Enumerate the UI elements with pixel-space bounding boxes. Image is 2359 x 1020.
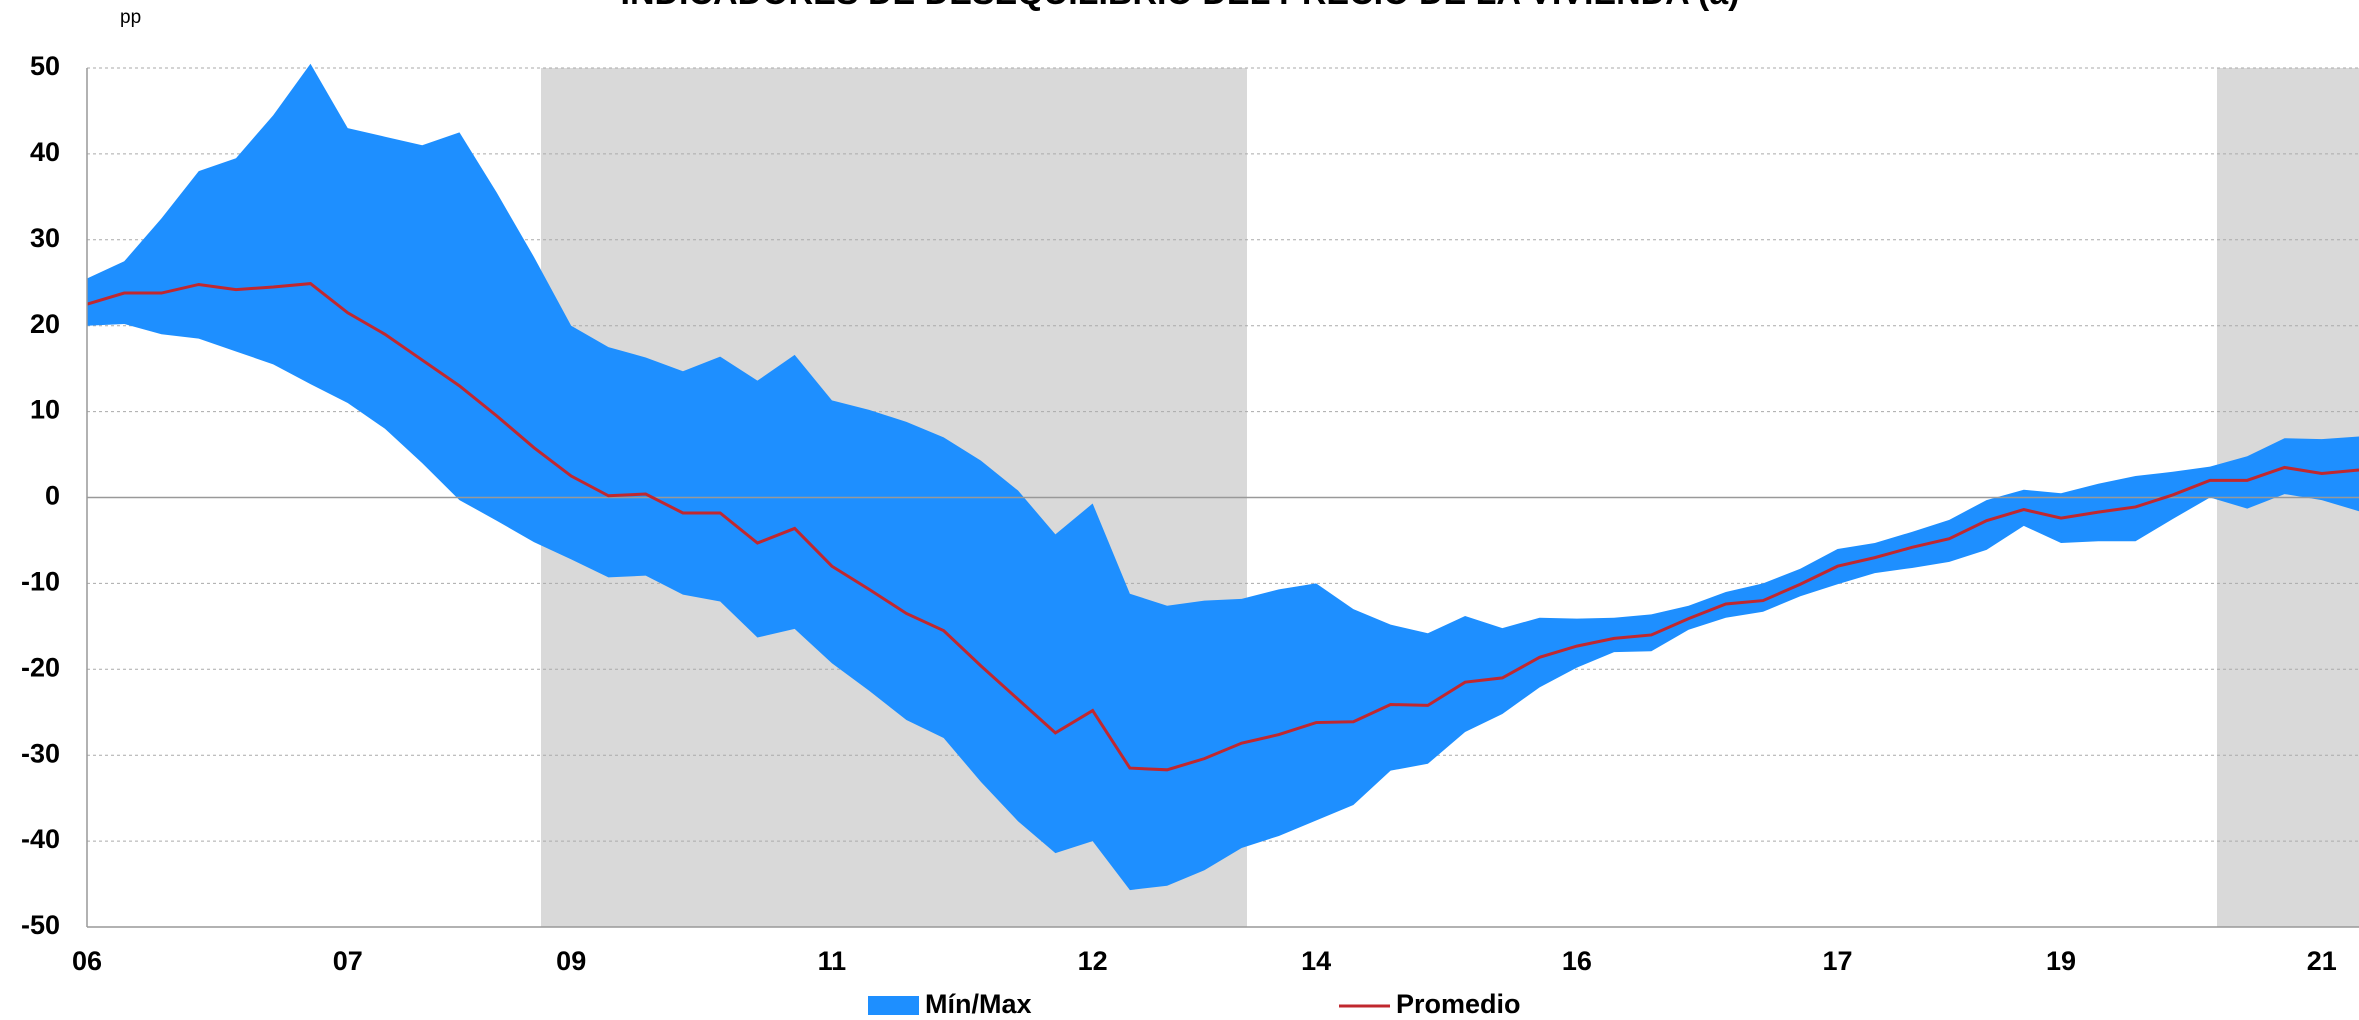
x-tick-label: 21 bbox=[2307, 946, 2337, 976]
x-tick-label: 16 bbox=[1562, 946, 1592, 976]
y-tick-label: 10 bbox=[30, 395, 60, 425]
y-tick-label: 20 bbox=[30, 309, 60, 339]
y-unit: pp bbox=[120, 7, 141, 28]
range-area bbox=[87, 63, 2359, 891]
legend-swatch bbox=[868, 996, 919, 1015]
x-tick-label: 14 bbox=[1301, 946, 1331, 976]
x-tick-label: 06 bbox=[72, 946, 102, 976]
mean-line bbox=[86, 282, 2359, 772]
y-tick-label: 0 bbox=[45, 481, 60, 511]
x-tick-label: 19 bbox=[2046, 946, 2076, 976]
legend-label: Mín/Max bbox=[925, 989, 1032, 1019]
y-tick-label: 30 bbox=[30, 223, 60, 253]
legend-label: Promedio bbox=[1396, 989, 1521, 1019]
y-tick-label: 40 bbox=[30, 137, 60, 167]
y-tick-label: -40 bbox=[21, 824, 60, 854]
x-tick-label: 17 bbox=[1823, 946, 1853, 976]
x-tick-label: 12 bbox=[1078, 946, 1108, 976]
y-tick-label: -50 bbox=[21, 910, 60, 940]
x-tick-label: 11 bbox=[818, 946, 847, 976]
y-tick-label: -10 bbox=[21, 567, 60, 597]
y-tick-label: -20 bbox=[21, 652, 60, 682]
x-tick-label: 07 bbox=[333, 946, 363, 976]
x-tick-label: 09 bbox=[556, 946, 586, 976]
chart-title: INDICADORES DE DESEQUILIBRIO DEL PRECIO … bbox=[621, 0, 1740, 12]
y-tick-label: -30 bbox=[21, 738, 60, 768]
y-tick-label: 50 bbox=[30, 51, 60, 81]
